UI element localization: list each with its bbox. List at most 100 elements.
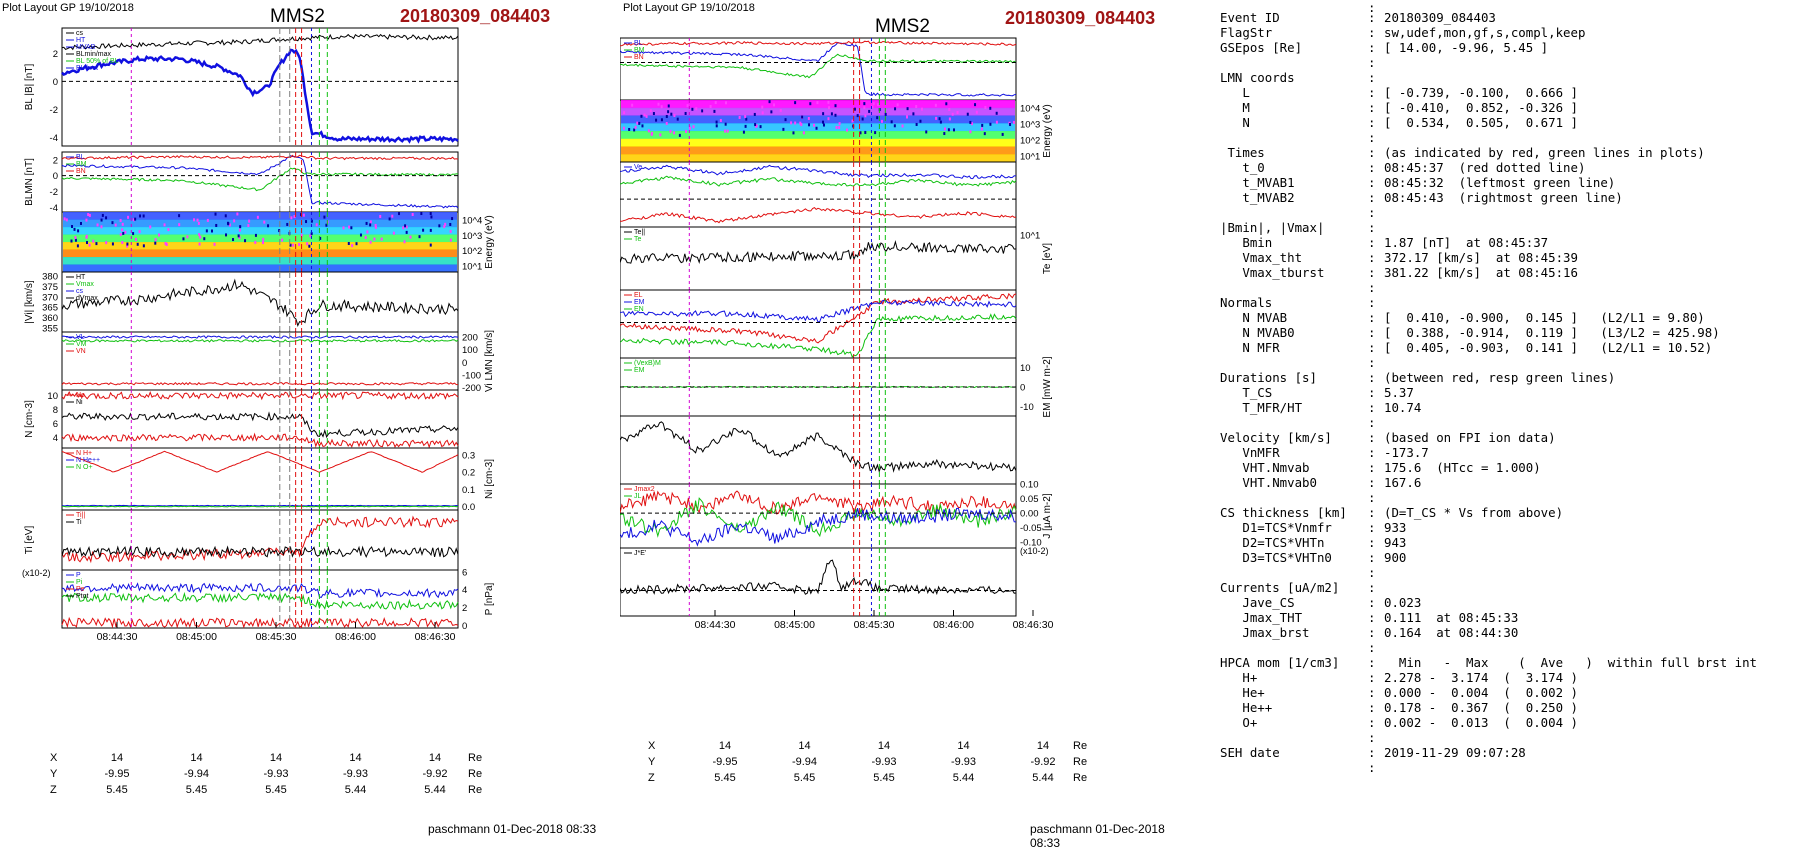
y-tick-label: -10 — [1020, 402, 1034, 413]
position-value: 5.44 — [952, 772, 975, 784]
spectrogram-speck — [868, 109, 871, 113]
spectrogram-speck — [449, 238, 452, 242]
y-tick-label: 4 — [53, 433, 58, 444]
y-tick-label: -4 — [50, 203, 58, 214]
spectrogram-speck — [872, 102, 875, 106]
panel-mid-Ve: 4002000-200Ve LMN [km/s]Ve — [620, 161, 1017, 228]
spectrogram-speck — [676, 117, 679, 121]
spectrogram-speck — [178, 214, 181, 218]
spectrogram-speck — [802, 131, 805, 135]
y-tick-label: 0.05 — [1020, 494, 1039, 505]
spectrogram-speck — [210, 229, 213, 233]
spectrogram-speck — [773, 103, 776, 107]
spectrogram-speck — [289, 243, 292, 247]
position-value: 5.45 — [185, 784, 208, 796]
spectrogram-speck — [420, 212, 423, 216]
spectrogram-band — [63, 227, 457, 235]
position-value: -9.93 — [871, 756, 897, 768]
spectrogram-speck — [310, 232, 313, 236]
y-tick-label: -100 — [462, 370, 481, 381]
series-line — [61, 278, 459, 327]
spectrogram-speck — [813, 123, 816, 127]
spectrogram-speck — [715, 124, 718, 128]
info-value: sw,udef,mon,gf,s,compl,keep — [1384, 25, 1586, 40]
position-value: 14 — [190, 752, 203, 764]
spectrogram-speck — [233, 219, 236, 223]
info-colon: : — [1368, 430, 1376, 445]
legend-entry: JL — [634, 493, 642, 500]
spectrogram-speck — [228, 223, 231, 227]
spectrogram-speck — [127, 215, 130, 219]
legend-entry: Pe — [76, 586, 85, 593]
info-colon: : — [1368, 340, 1376, 355]
info-key: Jmax_THT — [1220, 610, 1303, 625]
spectrogram-speck — [685, 129, 688, 133]
legend-entry: Te — [634, 236, 642, 243]
spectrogram-speck — [256, 215, 259, 219]
info-colon: : — [1368, 370, 1376, 385]
spectrogram-speck — [286, 222, 289, 226]
panel-frame — [61, 271, 459, 333]
spectrogram-speck — [983, 132, 986, 136]
spectrogram-speck — [369, 240, 372, 244]
position-value: -9.95 — [104, 768, 130, 780]
legend-entry: Ni — [76, 399, 83, 406]
position-unit: Re — [468, 752, 483, 764]
spectrogram-speck — [947, 128, 950, 132]
spectrogram-speck — [719, 118, 722, 122]
spectrogram-speck — [856, 114, 859, 118]
position-label: Y — [648, 756, 656, 768]
time-tick-label: 08:46:30 — [1013, 619, 1054, 631]
spectrogram-speck — [105, 241, 108, 245]
info-row: Event ID:20180309_084403 — [1220, 10, 1804, 25]
spectrogram-speck — [948, 108, 951, 112]
footer-credit: paschmann 01-Dec-2018 08:33 — [428, 822, 597, 836]
info-value: -173.7 — [1384, 445, 1429, 460]
info-colon: : — [1368, 55, 1376, 70]
spectrogram-speck — [263, 220, 266, 224]
legend-entry: BM — [634, 47, 645, 54]
spectrogram-speck — [643, 113, 646, 117]
spectrogram-speck — [350, 226, 353, 230]
y-axis-label: J [µA m-2] — [1042, 493, 1053, 538]
spectrogram-speck — [759, 125, 762, 129]
spectrogram-speck — [232, 238, 235, 242]
y-tick-label: -4 — [50, 133, 58, 144]
legend-entry: Ptot — [76, 593, 89, 600]
info-value: 0.164 at 08:44:30 — [1384, 625, 1519, 640]
info-colon: : — [1368, 40, 1376, 55]
info-key: GSEpos [Re] — [1220, 40, 1303, 55]
spectrogram-speck — [193, 218, 196, 222]
spectrogram-speck — [779, 108, 782, 112]
info-key: VnMFR — [1220, 445, 1280, 460]
info-key: He+ — [1220, 685, 1265, 700]
spectrogram-speck — [655, 118, 658, 122]
spectrogram-speck — [186, 235, 189, 239]
info-row: Bmin:1.87 [nT] at 08:45:37 — [1220, 235, 1804, 250]
y-tick-label: 0 — [462, 621, 467, 632]
info-key: t_0 — [1220, 160, 1265, 175]
spectrogram-speck — [876, 116, 879, 120]
series-line — [620, 206, 1017, 224]
legend-entry: EM — [634, 299, 645, 306]
info-key: t_MVAB1 — [1220, 175, 1295, 190]
spectrogram-speck — [827, 117, 830, 121]
spectrogram-speck — [815, 126, 818, 130]
spectrogram-speck — [945, 102, 948, 106]
info-key: D3=TCS*VHTn0 — [1220, 550, 1332, 565]
spectrogram-speck — [800, 123, 803, 127]
spectrogram-speck — [308, 244, 311, 248]
legend-entry: (VexB)M — [634, 360, 661, 367]
spectrogram-speck — [121, 228, 124, 232]
panel-frame — [620, 37, 1017, 101]
spectrogram-speck — [864, 130, 867, 134]
info-row: D3=TCS*VHTn0:900 — [1220, 550, 1804, 565]
spectrogram-speck — [351, 244, 354, 248]
spectrogram-band — [63, 257, 457, 265]
panel-frame — [620, 226, 1017, 291]
spectrogram-speck — [906, 107, 909, 111]
spectrogram-speck — [182, 237, 185, 241]
